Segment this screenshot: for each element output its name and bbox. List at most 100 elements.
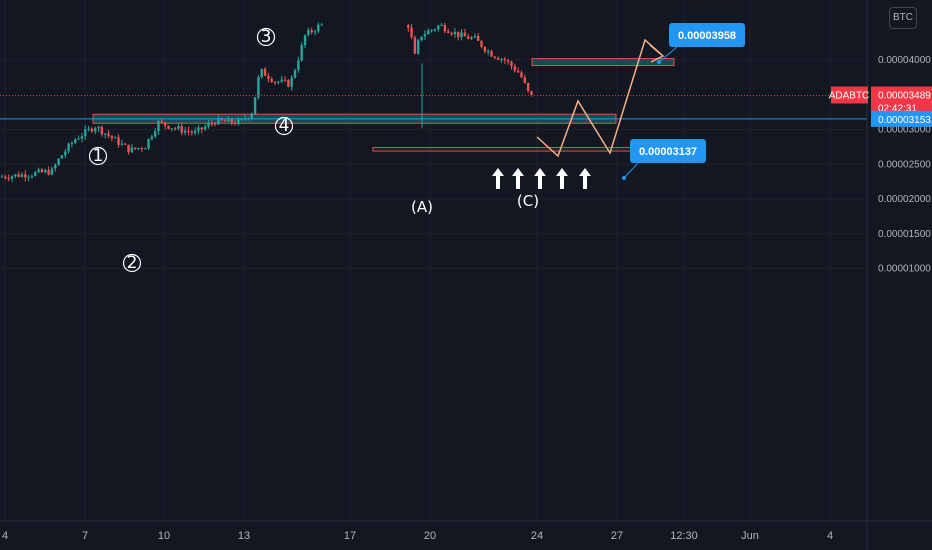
symbol-tag (831, 86, 868, 104)
candle-body (227, 118, 230, 122)
candle-body (117, 137, 120, 145)
candle-body (460, 32, 463, 38)
candle-body (463, 32, 467, 37)
candle-body (150, 136, 154, 139)
time-tick-label: 4 (827, 530, 833, 542)
candle-body (47, 170, 50, 175)
candle-body (213, 123, 217, 125)
grid-lines (0, 0, 867, 521)
candle-body (287, 80, 290, 87)
candle-body (24, 174, 27, 178)
up-arrow-icon (556, 168, 568, 189)
target-callout-label: 0.00003958 (678, 30, 736, 42)
candle-body (223, 120, 227, 122)
candle-body (44, 170, 47, 173)
candle-body (10, 176, 14, 179)
candle-body (513, 66, 517, 71)
candle-body (177, 126, 180, 129)
candle-body (496, 57, 500, 60)
candle-body (450, 32, 453, 35)
candle-body (94, 128, 97, 132)
candle-body (100, 126, 104, 135)
candle-body (290, 77, 293, 87)
candle-body (60, 155, 64, 159)
time-tick-label: 24 (531, 530, 543, 542)
candle-body (87, 128, 90, 130)
candle-body (143, 148, 147, 150)
line-price-tag-label: 0.00003153 (878, 115, 931, 126)
candle-body (233, 122, 237, 125)
candle-body (317, 24, 320, 32)
up-arrow-icon (512, 168, 524, 189)
candle-body (160, 121, 164, 123)
time-tick-label: 10 (158, 530, 170, 542)
candle-body (480, 40, 483, 47)
candle-body (237, 119, 240, 125)
candle-body (167, 125, 170, 129)
price-tick-label: 0.00001000 (878, 264, 931, 275)
candle-body (210, 123, 213, 125)
wave-circle (256, 27, 276, 47)
candle-body (257, 77, 260, 98)
candle-body (277, 81, 280, 83)
callout-pointer (623, 162, 639, 179)
candle-body (523, 77, 527, 83)
candle-body (67, 143, 70, 152)
candle-body (200, 127, 203, 130)
candle-body (300, 45, 303, 61)
candle-body (503, 58, 507, 61)
time-tick-label: 20 (424, 530, 436, 542)
candle-body (14, 174, 17, 177)
candle-body (20, 174, 24, 177)
candle-body (90, 128, 94, 132)
candle-body (110, 135, 114, 138)
candle-body (443, 24, 447, 32)
wave-circle (88, 146, 108, 166)
candle-body (310, 30, 313, 33)
currency-label[interactable]: BTC (889, 7, 917, 29)
callout-anchor (657, 60, 661, 64)
candle-body (510, 61, 513, 67)
candle-body (207, 123, 210, 127)
candle-body (253, 97, 257, 115)
candle-body (40, 169, 44, 173)
candle-body (107, 133, 110, 136)
wave-circle (274, 116, 294, 136)
candle-body (470, 37, 473, 39)
candle-body (104, 133, 107, 135)
candle-body (430, 29, 433, 31)
candle-body (190, 131, 194, 133)
callout-pointer (658, 46, 678, 63)
candle-body (486, 51, 490, 53)
candle-body (30, 175, 34, 177)
candle-body (114, 137, 117, 139)
candle-body (273, 81, 277, 83)
candle-body (283, 79, 287, 81)
candle-body (74, 139, 77, 143)
candle-body (134, 147, 137, 149)
time-tick-label: 4 (2, 530, 8, 542)
price-axis[interactable]: 0.00004000 0.00003000 0.00002500 0.00002000… (878, 55, 931, 275)
candle-body (27, 176, 30, 178)
candle-body (120, 143, 124, 145)
time-axis[interactable]: 4 7 10 13 17 20 24 27 12:30 Jun 4 (2, 530, 833, 542)
price-tick-label: 0.00001500 (878, 229, 931, 240)
candle-body (476, 35, 480, 41)
candle-body (250, 114, 253, 119)
candle-body (77, 138, 80, 140)
candle-body (37, 169, 40, 173)
wave-label: 3 (261, 27, 272, 47)
candle-body (270, 78, 273, 82)
candle-body (157, 121, 160, 132)
candle-body (260, 68, 263, 78)
target-callout (669, 23, 745, 47)
countdown-label: 02:42:31 (878, 104, 917, 115)
candle-body (417, 40, 420, 54)
up-arrow-icon (492, 168, 504, 189)
candle-body (423, 34, 427, 37)
wave-circle (122, 253, 142, 273)
candle-body (130, 147, 134, 153)
last-price-tag-label: 0.00003489 (878, 91, 931, 102)
candle-body (427, 30, 430, 35)
